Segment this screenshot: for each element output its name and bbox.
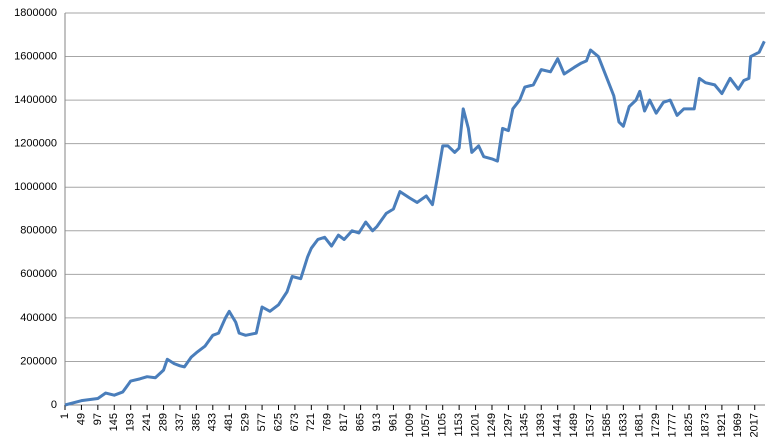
y-tick-label: 800000	[20, 225, 57, 237]
x-tick-label: 481	[223, 413, 235, 431]
x-tick-label: 1537	[584, 413, 596, 437]
x-tick-label: 769	[322, 413, 334, 431]
x-tick-label: 97	[92, 413, 104, 425]
x-tick-label: 49	[75, 413, 87, 425]
x-tick-label: 1201	[469, 413, 481, 437]
x-tick-label: 1873	[699, 413, 711, 437]
y-tick-label: 0	[51, 399, 57, 411]
x-tick-label: 865	[355, 413, 367, 431]
y-tick-label: 1800000	[14, 7, 57, 19]
x-tick-label: 1	[59, 413, 71, 419]
x-tick-label: 337	[174, 413, 186, 431]
x-tick-label: 193	[125, 413, 137, 431]
x-tick-label: 913	[371, 413, 383, 431]
x-tick-label: 721	[305, 413, 317, 431]
x-tick-label: 1969	[732, 413, 744, 437]
x-tick-label: 1009	[404, 413, 416, 437]
x-tick-label: 1729	[650, 413, 662, 437]
x-tick-label: 241	[141, 413, 153, 431]
y-tick-label: 600000	[20, 268, 57, 280]
x-tick-label: 385	[190, 413, 202, 431]
y-tick-label: 200000	[20, 355, 57, 367]
x-tick-label: 1441	[552, 413, 564, 437]
y-tick-label: 1000000	[14, 181, 57, 193]
x-tick-label: 1153	[453, 413, 465, 437]
y-tick-label: 400000	[20, 312, 57, 324]
y-tick-label: 1400000	[14, 94, 57, 106]
data-line	[64, 40, 766, 407]
x-tick-label: 529	[240, 413, 252, 431]
x-tick-label: 1777	[667, 413, 679, 437]
x-tick-label: 433	[207, 413, 219, 431]
x-tick-label: 1297	[502, 413, 514, 437]
x-tick-label: 673	[289, 413, 301, 431]
x-tick-label: 1105	[437, 413, 449, 437]
y-tick-label: 1600000	[14, 50, 57, 62]
x-tick-label: 625	[272, 413, 284, 431]
x-tick-label: 1921	[716, 413, 728, 437]
x-tick-label: 1393	[535, 413, 547, 437]
x-tick-label: 1249	[486, 413, 498, 437]
x-tick-label: 2017	[749, 413, 761, 437]
x-tick-label: 1057	[420, 413, 432, 437]
x-tick-label: 577	[256, 413, 268, 431]
x-tick-label: 1345	[519, 413, 531, 437]
x-tick-label: 1825	[683, 413, 695, 437]
x-tick-label: 961	[387, 413, 399, 431]
x-tick-label: 1585	[601, 413, 613, 437]
x-tick-label: 1681	[634, 413, 646, 437]
x-tick-label: 145	[108, 413, 120, 431]
x-tick-label: 289	[157, 413, 169, 431]
x-tick-label: 1633	[617, 413, 629, 437]
x-tick-label: 817	[338, 413, 350, 431]
y-tick-label: 1200000	[14, 138, 57, 150]
x-tick-label: 1489	[568, 413, 580, 437]
